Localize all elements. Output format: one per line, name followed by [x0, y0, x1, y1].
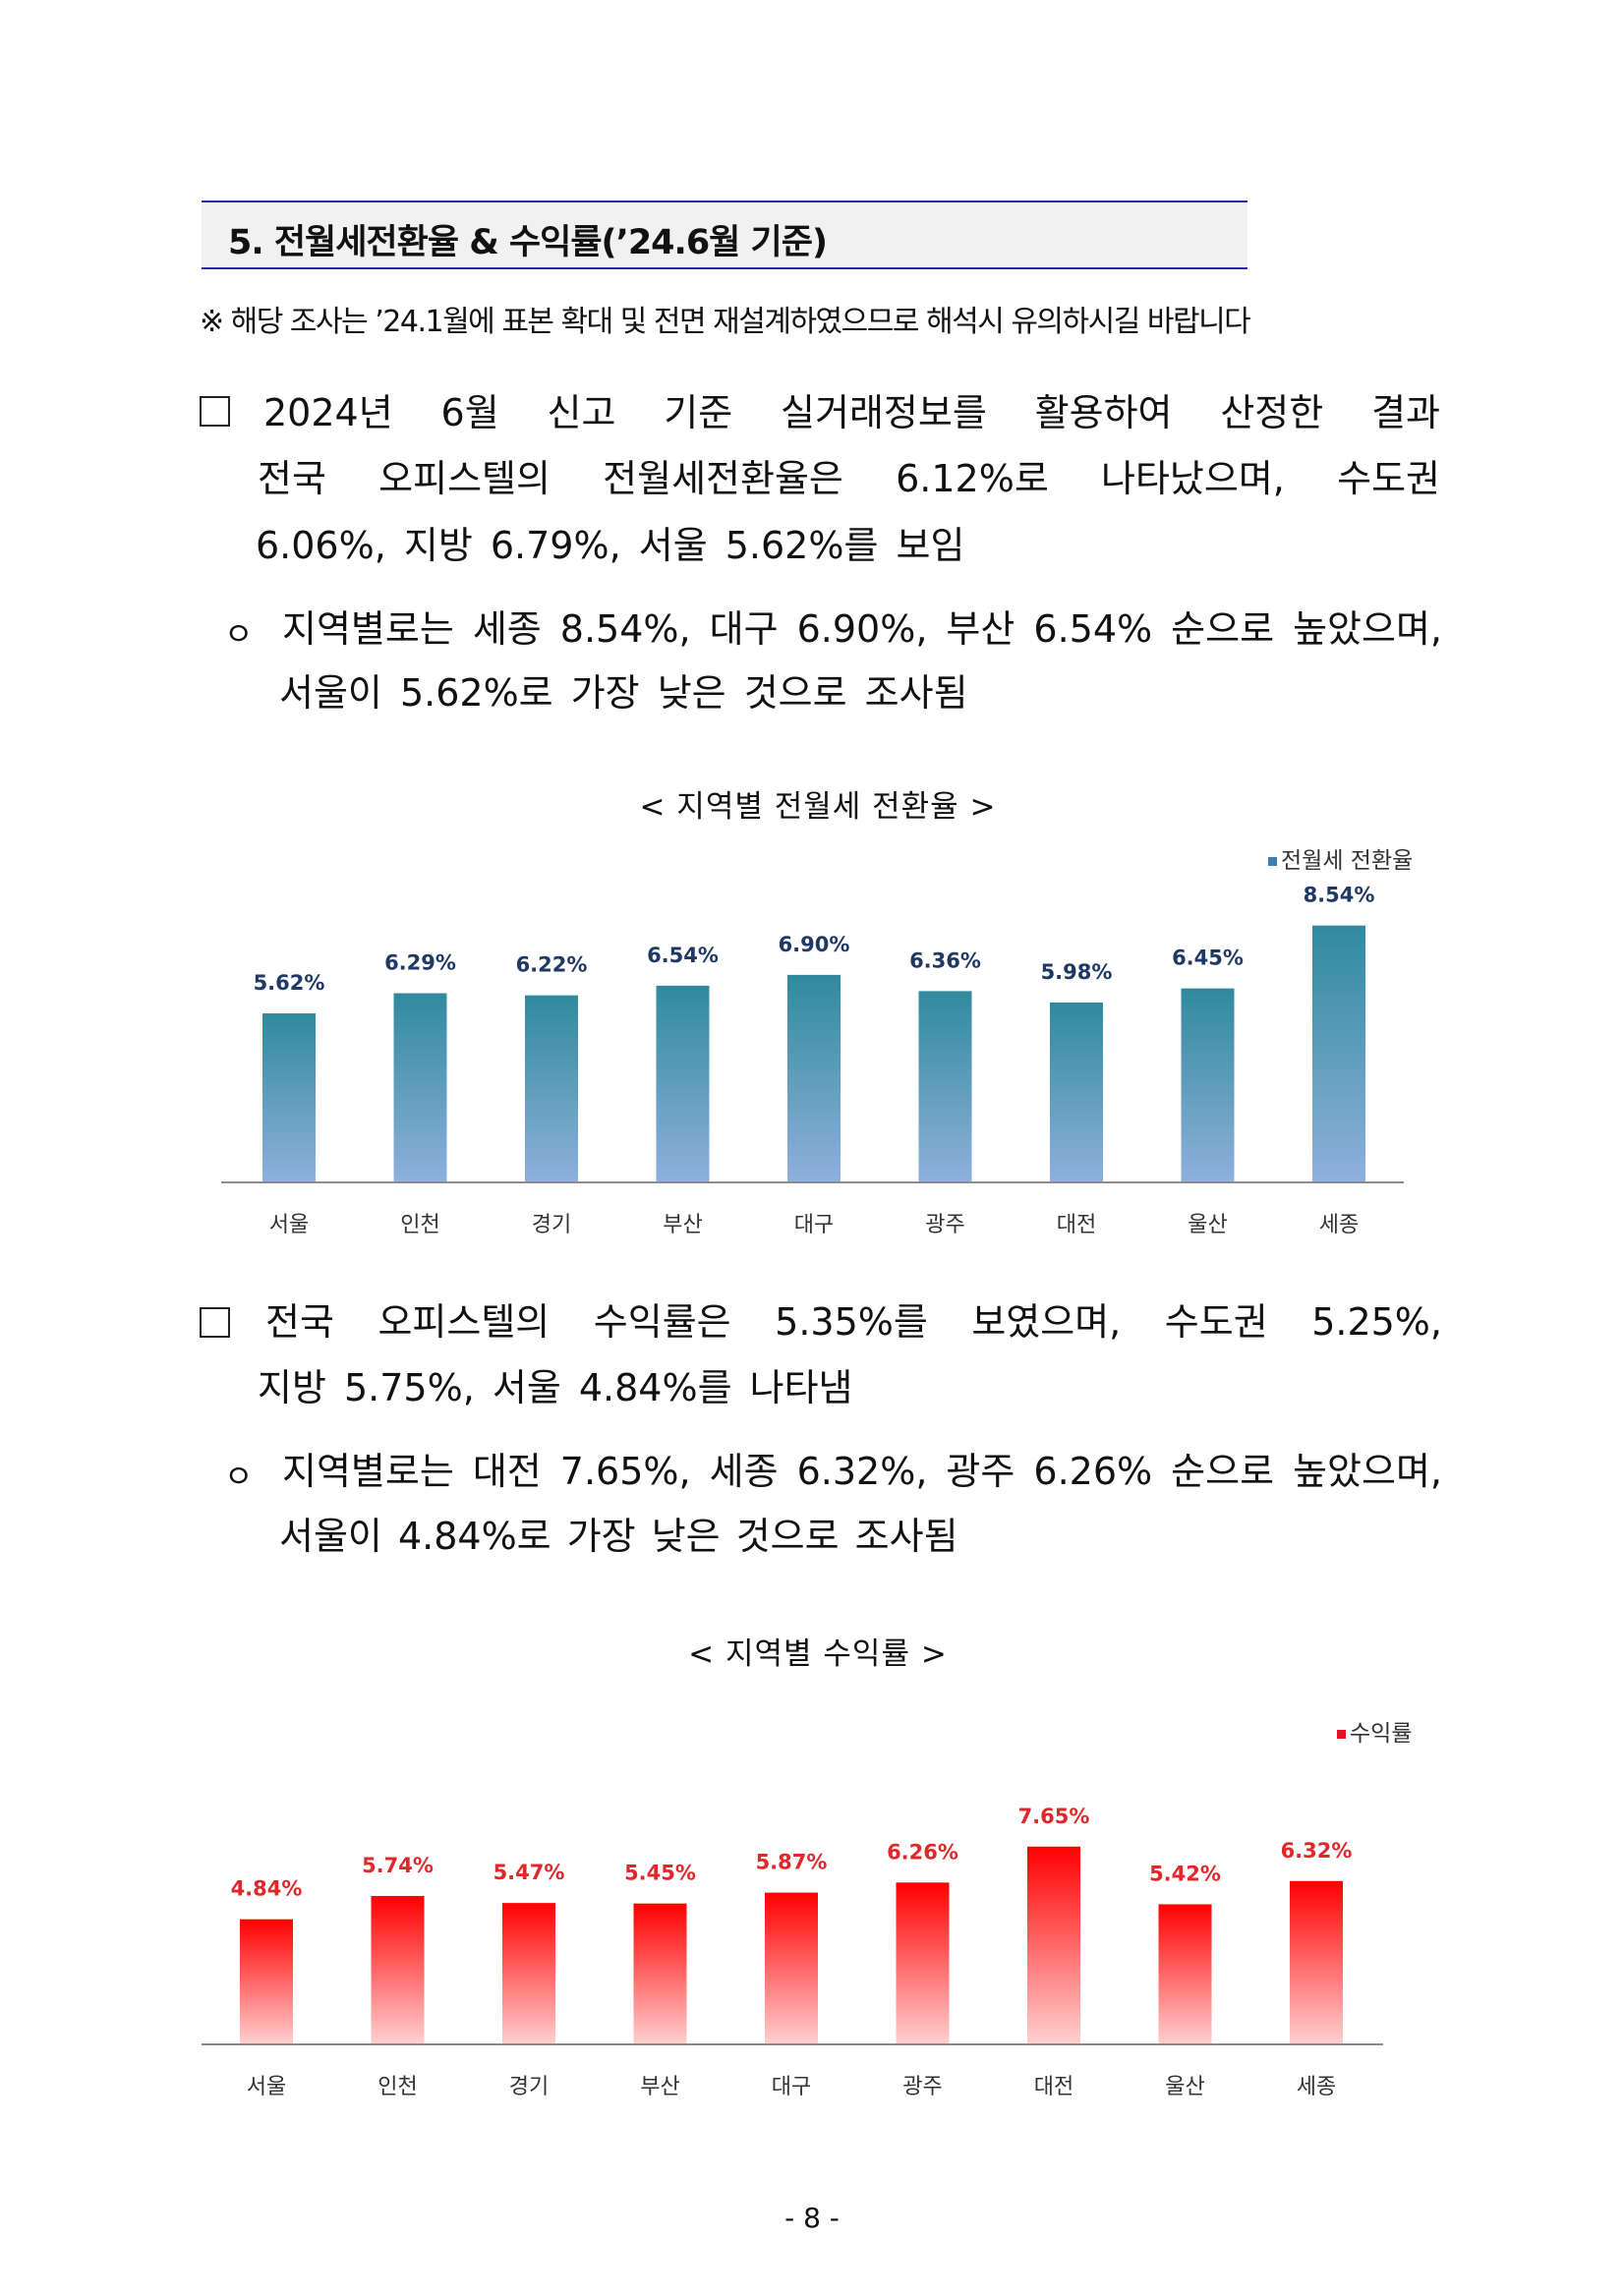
legend-label: 수익률: [1350, 1721, 1413, 1747]
data-label: 5.42%: [1149, 1862, 1221, 1885]
bar: [918, 991, 972, 1182]
bar: [371, 1896, 425, 2044]
legend-label: 전월세 전환율: [1281, 848, 1414, 874]
bullet-icon: ㅇ: [224, 1458, 254, 1495]
data-label: 6.45%: [1172, 947, 1244, 970]
data-label: 5.98%: [1041, 960, 1113, 984]
chart-title: < 지역별 수익률 >: [688, 1636, 948, 1672]
data-label: 6.32%: [1281, 1839, 1353, 1863]
bullet-icon: ㅇ: [224, 615, 254, 653]
bar: [1158, 1904, 1212, 2044]
paragraph-line: 전국 오피스텔의 수익률은 5.35%를 보였으며, 수도권 5.25%,: [265, 1300, 1442, 1344]
data-label: 6.90%: [779, 933, 850, 956]
category-label: 서울: [247, 2075, 286, 2099]
chart-legend: 수익률: [1337, 1714, 1412, 1748]
category-label: 인천: [400, 1213, 439, 1237]
legend-swatch-icon: [1337, 1730, 1346, 1739]
data-label: 6.22%: [516, 953, 588, 977]
category-label: 세종: [1297, 2075, 1336, 2099]
category-label: 대전: [1034, 2075, 1073, 2099]
category-label: 부산: [640, 2075, 679, 2099]
bar: [1050, 1003, 1103, 1182]
page-number: - 8 -: [784, 2202, 840, 2234]
category-label: 경기: [509, 2075, 549, 2099]
bar: [502, 1903, 555, 2044]
section-header: 5. 전월세전환율 & 수익률(’24.6월 기준): [202, 201, 1247, 269]
category-label: 울산: [1188, 1213, 1227, 1237]
data-label: 8.54%: [1304, 884, 1375, 907]
paragraph-line: 6.06%, 지방 6.79%, 서울 5.62%를 보임: [256, 524, 965, 567]
category-label: 울산: [1165, 2075, 1204, 2099]
bar: [1312, 925, 1365, 1182]
paragraph-line: 전국 오피스텔의 전월세전환율은 6.12%로 나타났으며, 수도권: [258, 457, 1440, 500]
data-label: 4.84%: [231, 1877, 303, 1901]
data-label: 5.74%: [362, 1854, 434, 1877]
legend-swatch-icon: [1268, 857, 1277, 866]
category-label: 대구: [772, 2075, 811, 2099]
category-label: 광주: [925, 1213, 964, 1237]
data-label: 6.26%: [887, 1840, 958, 1864]
data-label: 7.65%: [1018, 1805, 1090, 1828]
data-label: 6.29%: [384, 951, 456, 975]
checkbox-square-icon: [200, 1307, 230, 1338]
bar: [525, 995, 578, 1182]
bar: [656, 985, 710, 1182]
sub-paragraph-line: 서울이 5.62%로 가장 낮은 것으로 조사됨: [279, 671, 968, 715]
category-label: 경기: [532, 1213, 571, 1237]
sub-paragraph-line: 지역별로는 대전 7.65%, 세종 6.32%, 광주 6.26% 순으로 높…: [282, 1450, 1442, 1493]
bar: [262, 1013, 316, 1182]
bar: [1181, 988, 1235, 1182]
category-label: 광주: [902, 2075, 942, 2099]
data-label: 5.47%: [493, 1861, 565, 1884]
bar: [1027, 1846, 1080, 2044]
paragraph-line: 2024년 6월 신고 기준 실거래정보를 활용하여 산정한 결과: [263, 391, 1440, 434]
data-label: 5.87%: [756, 1851, 828, 1874]
bar: [393, 993, 447, 1182]
section-title: 5. 전월세전환율 & 수익률(’24.6월 기준): [228, 223, 828, 262]
chart-legend: 전월세 전환율: [1268, 841, 1413, 875]
data-label: 5.45%: [624, 1862, 696, 1885]
category-label: 부산: [663, 1213, 702, 1237]
bar: [1290, 1880, 1343, 2044]
paragraph-line: 지방 5.75%, 서울 4.84%를 나타냄: [258, 1366, 853, 1409]
category-label: 서울: [269, 1213, 309, 1237]
checkbox-square-icon: [200, 396, 230, 427]
category-label: 대전: [1057, 1213, 1096, 1237]
category-label: 세종: [1319, 1213, 1359, 1237]
data-label: 6.36%: [909, 948, 981, 972]
data-label: 5.62%: [254, 971, 325, 995]
category-label: 인천: [377, 2075, 417, 2099]
bar: [765, 1892, 818, 2044]
sub-paragraph-line: 서울이 4.84%로 가장 낮은 것으로 조사됨: [279, 1515, 958, 1558]
chart-title: < 지역별 전월세 전환율 >: [639, 789, 997, 825]
data-label: 6.54%: [647, 944, 719, 967]
bar: [240, 1919, 293, 2044]
bar: [787, 974, 841, 1182]
sub-paragraph-line: 지역별로는 세종 8.54%, 대구 6.90%, 부산 6.54% 순으로 높…: [282, 607, 1442, 651]
bar: [633, 1903, 687, 2044]
bar: [896, 1882, 950, 2044]
notice-text: ※ 해당 조사는 ’24.1월에 표본 확대 및 전면 재설계하였으므로 해석시…: [200, 305, 1251, 339]
category-label: 대구: [794, 1213, 834, 1237]
